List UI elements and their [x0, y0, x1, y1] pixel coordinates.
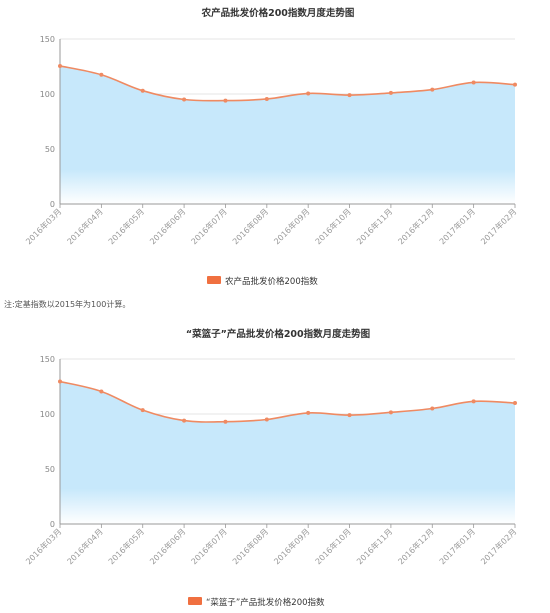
- y-tick-label: 100: [40, 410, 55, 419]
- data-point[interactable]: [388, 410, 393, 415]
- x-tick-label: 2016年07月: [189, 526, 229, 566]
- x-tick-label: 2016年03月: [23, 206, 63, 246]
- data-point[interactable]: [430, 406, 435, 411]
- x-tick-label: 2017年02月: [478, 526, 518, 566]
- x-tick-label: 2017年01月: [437, 206, 477, 246]
- y-tick-label: 0: [50, 520, 55, 529]
- x-tick-label: 2016年04月: [65, 206, 105, 246]
- legend-swatch: [188, 597, 202, 605]
- data-point[interactable]: [223, 98, 228, 103]
- x-tick-label: 2016年10月: [313, 206, 353, 246]
- data-point[interactable]: [58, 63, 62, 68]
- data-point[interactable]: [430, 87, 435, 92]
- plot-area: 0 50 100 150 2016年03月 2016年04月 2016年05月 2016年06…: [23, 355, 518, 566]
- x-tick-label: 2017年02月: [478, 206, 518, 246]
- series-line: [59, 65, 516, 102]
- data-point[interactable]: [223, 419, 228, 424]
- x-tick-label: 2016年12月: [396, 526, 436, 566]
- series-area: [60, 65, 515, 204]
- data-point[interactable]: [264, 417, 269, 422]
- data-point[interactable]: [182, 97, 187, 102]
- x-tick-label: 2016年06月: [148, 206, 188, 246]
- x-tick-label: 2016年07月: [189, 206, 229, 246]
- series-line: [59, 380, 516, 423]
- x-tick-label: 2017年01月: [437, 526, 477, 566]
- data-point[interactable]: [99, 72, 104, 77]
- x-tick-label: 2016年12月: [396, 206, 436, 246]
- x-tick-label: 2016年08月: [230, 526, 270, 566]
- x-tick-label: 2016年08月: [230, 206, 270, 246]
- x-tick-label: 2016年09月: [272, 206, 312, 246]
- x-tick-label: 2016年11月: [354, 206, 394, 246]
- data-point[interactable]: [306, 91, 311, 96]
- data-point[interactable]: [58, 379, 62, 384]
- legend[interactable]: 农产品批发价格200指数: [207, 276, 318, 287]
- y-tick-label: 150: [40, 355, 55, 364]
- x-tick-label: 2016年10月: [313, 526, 353, 566]
- data-point[interactable]: [182, 418, 187, 423]
- y-tick-label: 0: [50, 200, 55, 209]
- y-tick-label: 50: [45, 145, 55, 154]
- x-tick-label: 2016年03月: [23, 526, 63, 566]
- plot-area: 0 50 100 150 2016年03月 2016年04月 2016年05月 2016年06…: [23, 35, 518, 246]
- chart-title: 农产品批发价格200指数月度走势图: [201, 7, 355, 19]
- legend-label: “菜篮子”产品批发价格200指数: [206, 597, 325, 608]
- legend-label: 农产品批发价格200指数: [225, 276, 318, 287]
- data-point[interactable]: [513, 82, 517, 87]
- x-tick-label: 2016年11月: [354, 526, 394, 566]
- x-tick-label: 2016年05月: [106, 526, 146, 566]
- chart-title: “菜篮子”产品批发价格200指数月度走势图: [186, 328, 370, 340]
- footnote: 注:定基指数以2015年为100计算。: [4, 300, 131, 309]
- data-point[interactable]: [347, 93, 352, 98]
- data-point[interactable]: [140, 408, 145, 413]
- data-point[interactable]: [388, 90, 393, 95]
- y-tick-label: 150: [40, 35, 55, 44]
- data-point[interactable]: [306, 410, 311, 415]
- y-tick-label: 100: [40, 90, 55, 99]
- data-point[interactable]: [513, 401, 517, 405]
- legend[interactable]: “菜篮子”产品批发价格200指数: [188, 597, 325, 608]
- data-point[interactable]: [140, 88, 145, 93]
- data-point[interactable]: [471, 399, 476, 404]
- x-tick-label: 2016年09月: [272, 526, 312, 566]
- series-area: [60, 381, 515, 524]
- x-tick-label: 2016年06月: [148, 526, 188, 566]
- data-point[interactable]: [264, 96, 269, 101]
- data-point[interactable]: [471, 80, 476, 85]
- x-tick-label: 2016年04月: [65, 526, 105, 566]
- data-point[interactable]: [347, 413, 352, 418]
- legend-swatch: [207, 276, 221, 284]
- data-point[interactable]: [99, 389, 104, 394]
- y-tick-label: 50: [45, 465, 55, 474]
- x-tick-label: 2016年05月: [106, 206, 146, 246]
